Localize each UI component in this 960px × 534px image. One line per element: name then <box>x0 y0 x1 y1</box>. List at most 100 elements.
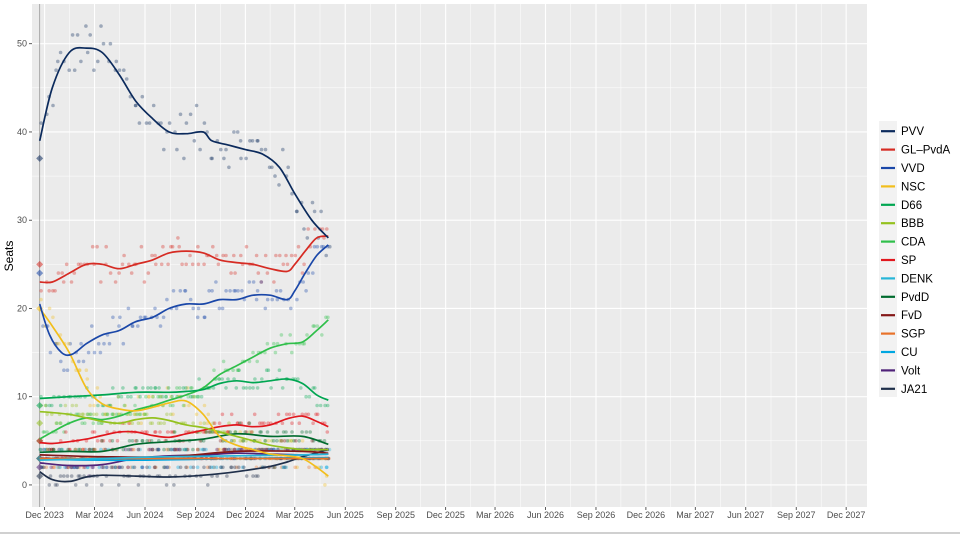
poll-point-nsc <box>185 386 190 390</box>
poll-point-denk <box>197 447 202 452</box>
poll-point-cda <box>41 430 46 434</box>
x-tick-label: Sep 2025 <box>376 510 415 520</box>
poll-point-d66 <box>307 394 312 399</box>
poll-point-pvdd <box>233 430 238 434</box>
poll-point-vvd <box>240 289 244 293</box>
x-tick-label: Sep 2027 <box>777 510 816 520</box>
x-tick-label: Jun 2027 <box>727 510 764 520</box>
trend-line-nsc <box>39 307 329 477</box>
poll-point-bbb <box>156 421 161 426</box>
poll-point-fvd <box>155 447 159 452</box>
poll-point-d66 <box>129 394 133 399</box>
poll-point-pvdd <box>140 439 144 443</box>
poll-point-gl-pvda <box>139 244 144 249</box>
poll-point-pvv <box>198 147 202 152</box>
poll-point-vvd <box>136 324 140 328</box>
poll-point-cu <box>183 447 188 452</box>
poll-point-gl-pvda <box>211 244 215 249</box>
poll-point-nsc <box>47 306 52 311</box>
poll-point-d66 <box>96 403 100 408</box>
poll-point-bbb <box>81 412 85 417</box>
poll-point-ja21 <box>206 483 210 487</box>
poll-point-pvdd <box>263 439 267 443</box>
poll-point-vvd <box>233 289 238 293</box>
poll-point-sgp <box>216 447 220 452</box>
x-tick-label: Dec 2024 <box>226 510 265 520</box>
poll-point-denk <box>138 447 142 452</box>
legend: PVV GL–PvdA VVD NSC D66 BBB CDA SP DENK PvdD FvD SG… <box>879 121 951 397</box>
poll-point-gl-pvda <box>256 271 261 275</box>
poll-point-nsc <box>123 403 127 408</box>
poll-point-sp <box>68 447 72 452</box>
poll-point-cda <box>190 386 194 390</box>
poll-point-cda <box>251 350 255 355</box>
poll-point-sp <box>101 439 106 443</box>
poll-point-pvv <box>227 165 231 170</box>
poll-point-sgp <box>52 465 57 470</box>
poll-point-bbb <box>165 412 169 417</box>
poll-point-pvv <box>140 94 145 99</box>
poll-point-pvdd <box>52 447 56 452</box>
poll-point-gl-pvda <box>320 227 325 231</box>
poll-point-nsc <box>103 412 107 417</box>
poll-point-cda <box>275 341 280 346</box>
poll-point-d66 <box>237 368 241 373</box>
poll-point-pvdd <box>297 439 302 443</box>
poll-point-sp <box>252 412 257 417</box>
poll-point-pvv <box>192 139 197 143</box>
poll-point-ja21 <box>84 483 89 487</box>
poll-point-vvd <box>118 315 122 320</box>
poll-point-gl-pvda <box>69 280 74 284</box>
poll-point-nsc <box>85 377 90 381</box>
poll-point-ja21 <box>244 474 249 478</box>
poll-point-pvv <box>88 33 92 37</box>
poll-point-sgp <box>129 465 133 470</box>
poll-point-gl-pvda <box>188 253 192 258</box>
trend-line-vvd <box>38 244 329 357</box>
poll-point-gl-pvda <box>64 262 69 267</box>
poll-point-pvdd <box>127 439 132 443</box>
poll-point-d66 <box>253 377 257 381</box>
poll-point-fvd <box>196 447 200 452</box>
poll-point-d66 <box>116 394 121 399</box>
poll-point-vvd <box>65 368 70 373</box>
poll-point-fvd <box>66 465 70 470</box>
poll-point-sgp <box>165 447 169 452</box>
trend-line-pvdd <box>39 432 329 454</box>
poll-point-ja21 <box>99 483 104 487</box>
poll-point-nsc <box>128 421 132 426</box>
poll-point-vvd <box>188 297 193 302</box>
poll-point-cda <box>158 394 162 399</box>
poll-point-nsc <box>238 430 243 434</box>
poll-point-vvd <box>203 315 207 320</box>
poll-point-sp <box>229 412 234 417</box>
poll-point-d66 <box>304 394 308 399</box>
poll-point-pvv <box>159 121 163 125</box>
poll-point-cda <box>58 421 63 426</box>
poll-point-volt <box>176 447 180 452</box>
poll-point-ja21 <box>163 465 167 470</box>
poll-point-bbb <box>172 430 176 434</box>
poll-point-sgp <box>73 447 78 452</box>
poll-point-sp <box>171 430 175 434</box>
poll-point-vvd <box>98 350 103 355</box>
poll-point-denk <box>43 447 48 452</box>
poll-point-pvv <box>99 24 103 28</box>
poll-point-sp <box>247 421 251 426</box>
poll-point-cda <box>114 412 119 417</box>
poll-point-cu <box>131 465 135 470</box>
poll-point-vvd <box>68 341 72 346</box>
poll-point-d66 <box>318 403 323 408</box>
poll-point-cda <box>196 394 201 399</box>
poll-point-cda <box>96 421 101 426</box>
poll-point-cda <box>168 403 173 408</box>
poll-point-ja21 <box>256 474 260 478</box>
poll-point-bbb <box>45 412 49 417</box>
poll-point-sp <box>92 430 97 434</box>
poll-point-vvd <box>274 289 279 293</box>
poll-point-pvv <box>238 139 243 143</box>
poll-point-nsc <box>266 439 271 443</box>
legend-label-cu: CU <box>901 347 918 359</box>
poll-point-nsc <box>182 403 187 408</box>
poll-point-d66 <box>195 394 200 399</box>
